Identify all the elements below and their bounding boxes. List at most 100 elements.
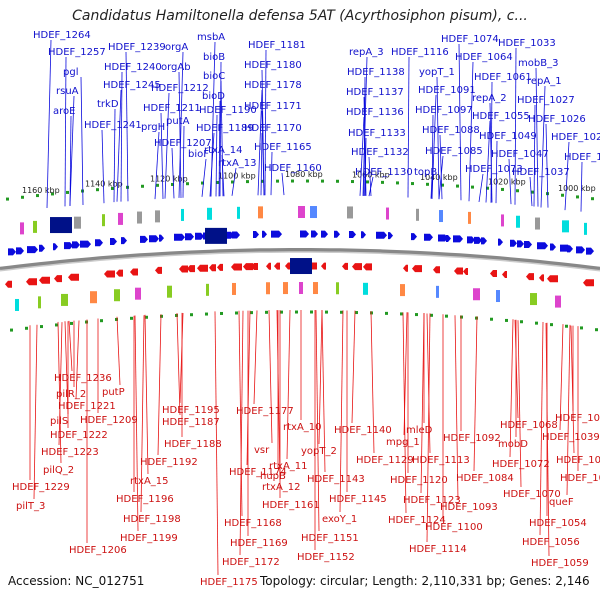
bottom-label-leader [539,322,544,536]
bottom-gene-label: HDEF_1175 [200,577,258,588]
reverse-gene-arrow [266,262,271,270]
bottom-gene-label: pilT_3 [16,501,45,512]
tick-dot [280,310,283,314]
bottom-gene-label: HDEF_1038 [555,413,600,424]
tick-dot [550,323,553,327]
bottom-gene-label: HDEF_1039 [542,432,600,443]
tick-dot [261,179,264,183]
tick-dot [216,180,219,184]
tick-dot [295,310,298,314]
feature-block [167,285,172,298]
bottom-gene-label: HDEF_1123 [403,495,461,506]
top-gene-label: HDEF_1033 [498,38,556,49]
tick-dot [130,316,133,320]
tick-dot [411,182,414,186]
reverse-gene-arrow [274,262,280,270]
top-label-leader [218,100,221,197]
bottom-label-leader [144,314,149,475]
forward-gene-arrow [174,233,185,241]
reverse-gene-arrow [412,265,422,273]
tick-dot [505,318,508,322]
top-label-leader [178,51,184,198]
tick-dot [276,179,279,183]
top-label-leader [260,132,263,196]
bottom-gene-label: HDEF_1143 [307,474,365,485]
bottom-label-leader [566,324,571,496]
reverse-gene-arrow [342,262,348,270]
top-gene-label: bioC [203,71,225,82]
bottom-label-leader [420,313,425,494]
top-gene-label: HDEF_1085 [425,146,483,157]
top-gene-label: bioD [202,91,225,102]
top-label-leader [407,56,410,198]
forward-gene-arrow [567,245,573,253]
bottom-gene-label: HDEF_1192 [140,457,198,468]
top-label-leader [514,47,517,205]
top-label-leader [545,123,549,208]
forward-gene-arrow [95,239,103,247]
feature-block [336,282,339,295]
top-label-leader [257,89,263,196]
bottom-gene-label: HDEF_1198 [123,514,181,525]
top-gene-label: HDEF_1138 [347,67,405,78]
reverse-gene-arrow [321,262,326,270]
tick-dot [385,311,388,315]
top-label-leader [281,172,285,196]
forward-gene-arrow [481,237,487,245]
tick-dot [111,186,114,190]
feature-block [468,211,471,224]
forward-gene-arrow [185,233,194,241]
forward-gene-arrow [474,236,482,244]
bottom-gene-label: HDEF_1054 [529,518,587,529]
reverse-gene-arrow [179,265,188,273]
tick-dot [400,312,403,316]
bottom-gene-label: mobD [498,439,528,450]
forward-gene-arrow [311,230,318,238]
forward-gene-arrow [446,234,451,242]
top-label-leader [261,110,265,196]
top-label-leader [171,147,175,199]
bottom-gene-label: HDEF_1223 [41,447,99,458]
reverse-gene-arrow [352,263,362,271]
top-gene-label: HDEF_1241 [84,120,142,131]
bottom-label-leader [238,310,243,517]
bottom-gene-label: HDEF_1100 [425,522,483,533]
bottom-gene-label: HDEF_1236 [54,373,112,384]
tick-dot [21,195,24,199]
top-label-leader [209,132,215,197]
forward-gene-arrow [498,238,503,246]
tick-dot [381,180,384,184]
bottom-gene-label: HDEF_1084 [456,473,514,484]
top-label-leader [64,56,67,207]
bottom-gene-label: pilR_2 [56,389,86,400]
reverse-gene-arrow [547,275,558,283]
bottom-gene-label: HDEF_1152 [297,552,355,563]
bottom-label-leader [176,312,181,416]
top-gene-label: HDEF_1130 [355,167,413,178]
top-gene-label: HDEF_1190 [199,105,257,116]
top-label-leader [495,140,498,204]
forward-gene-arrow [321,230,328,238]
reverse-gene-arrow [187,265,195,273]
feature-block [38,296,41,309]
reverse-gene-arrow [490,270,497,278]
top-label-leader [458,43,462,201]
top-gene-label: HDEF_1074 [441,34,499,45]
feature-block [299,282,303,295]
bottom-gene-label: HDEF_1042 [556,455,600,466]
forward-gene-arrow [334,230,340,238]
forward-gene-arrow [361,231,366,239]
feature-block [298,206,305,219]
forward-gene-arrow [16,247,24,255]
bottom-gene-label: HDEF_1177 [236,406,294,417]
top-gene-label: repA_1 [527,76,562,87]
bottom-gene-label: exoY_1 [322,514,357,525]
tick-dot [321,179,324,183]
forward-gene-arrow [438,234,448,242]
tick-dot [535,321,538,325]
bottom-label-leader [545,322,550,557]
bottom-gene-label: HDEF_1222 [50,430,108,441]
tick-dot [595,328,598,332]
